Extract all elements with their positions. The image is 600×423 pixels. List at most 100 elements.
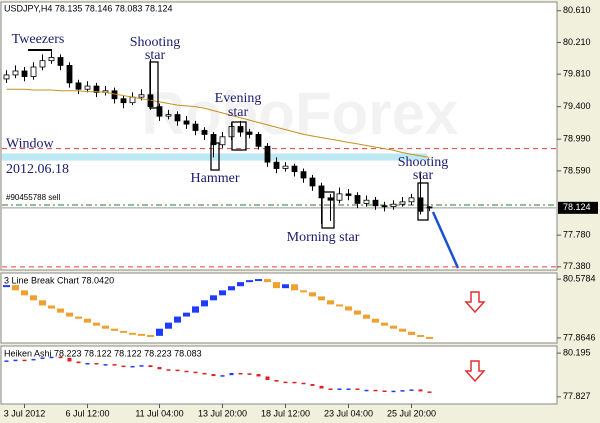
brick bbox=[165, 322, 172, 329]
ha-bar bbox=[148, 365, 153, 368]
annotation: Hammer bbox=[191, 171, 240, 186]
y-tick-label: 77.827 bbox=[563, 391, 591, 401]
candle-body bbox=[291, 165, 298, 173]
brick bbox=[84, 318, 91, 323]
ha-bar bbox=[31, 358, 36, 361]
candle-body bbox=[66, 65, 73, 84]
heikenashi-panel bbox=[0, 345, 558, 405]
candle-body bbox=[138, 94, 145, 98]
candle-body bbox=[129, 96, 136, 104]
candle-body bbox=[12, 70, 19, 76]
ha-bar bbox=[157, 367, 162, 370]
candle-body bbox=[345, 193, 352, 196]
brick bbox=[300, 290, 307, 293]
brick bbox=[21, 290, 28, 296]
candle-body bbox=[264, 145, 271, 163]
main-panel bbox=[0, 1, 558, 271]
window-label: Window bbox=[6, 137, 55, 152]
brick bbox=[201, 300, 208, 307]
candle-body bbox=[48, 57, 55, 62]
brick bbox=[372, 318, 379, 323]
ha-bar bbox=[373, 389, 378, 392]
candle-body bbox=[201, 130, 208, 135]
ha-bar bbox=[427, 391, 432, 393]
candle-body bbox=[408, 197, 415, 203]
brick bbox=[327, 300, 334, 305]
brick bbox=[354, 310, 361, 315]
y-tick-label: 77.380 bbox=[563, 261, 591, 271]
ha-bar bbox=[292, 381, 297, 384]
forecast-arrow bbox=[431, 211, 460, 269]
panel-title: 3 Line Break Chart 78.0420 bbox=[4, 275, 114, 285]
candle-body bbox=[390, 203, 397, 207]
ha-bar bbox=[283, 381, 288, 384]
ha-bar bbox=[400, 390, 405, 392]
window-date: 2012.06.18 bbox=[6, 162, 69, 177]
ha-bar bbox=[67, 357, 72, 362]
brick bbox=[408, 331, 415, 335]
brick bbox=[282, 284, 289, 289]
brick bbox=[156, 328, 163, 336]
y-tick-label: 78.990 bbox=[563, 134, 591, 144]
x-tick-label: 18 Jul 12:00 bbox=[261, 408, 310, 418]
brick bbox=[66, 312, 73, 317]
candle-body bbox=[399, 201, 406, 205]
ha-bar bbox=[364, 389, 369, 392]
candle-body bbox=[354, 195, 361, 204]
brick bbox=[426, 336, 433, 339]
watermark: RoboForex bbox=[142, 80, 459, 147]
price-tag-label: 78.124 bbox=[563, 202, 591, 212]
brick bbox=[273, 282, 280, 289]
ha-bar bbox=[40, 357, 45, 359]
candle-body bbox=[30, 66, 37, 77]
brick bbox=[48, 305, 55, 309]
ha-bar bbox=[391, 390, 396, 393]
y-tick-label: 77.8646 bbox=[563, 332, 596, 342]
candle-body bbox=[246, 131, 253, 135]
brick bbox=[111, 328, 118, 331]
ha-bar bbox=[94, 362, 99, 365]
brick bbox=[309, 292, 316, 297]
candle-body bbox=[183, 120, 190, 125]
annotation: Morning star bbox=[287, 230, 360, 245]
ha-bar bbox=[409, 389, 414, 391]
ha-bar bbox=[130, 365, 135, 368]
chart-title: USDJPY,H4 78.135 78.146 78.083 78.124 bbox=[4, 3, 172, 13]
ha-bar bbox=[166, 369, 171, 371]
ha-bar bbox=[247, 373, 252, 375]
annotation: star bbox=[228, 105, 249, 120]
brick bbox=[129, 332, 136, 335]
ha-bar bbox=[193, 371, 198, 374]
candle-body bbox=[165, 114, 172, 117]
brick bbox=[363, 314, 370, 319]
candle-body bbox=[84, 85, 91, 90]
candle-body bbox=[381, 205, 388, 208]
annotation: star bbox=[413, 168, 434, 183]
annotation: Evening bbox=[215, 91, 262, 106]
ha-bar bbox=[238, 372, 243, 375]
candle-body bbox=[372, 199, 379, 207]
brick bbox=[417, 334, 424, 337]
ha-bar bbox=[112, 364, 117, 366]
ha-bar bbox=[211, 374, 216, 377]
ha-bar bbox=[382, 390, 387, 393]
candle-body bbox=[219, 136, 226, 146]
ha-bar bbox=[121, 365, 126, 368]
annotation: Tweezers bbox=[12, 32, 65, 47]
brick bbox=[228, 286, 235, 291]
ha-bar bbox=[13, 359, 18, 362]
ha-bar bbox=[418, 389, 423, 392]
candle-body bbox=[300, 171, 307, 179]
y-tick-label: 79.810 bbox=[563, 69, 591, 79]
x-tick-label: 3 Jul 2012 bbox=[4, 408, 46, 418]
y-tick-label: 77.780 bbox=[563, 229, 591, 239]
ha-bar bbox=[103, 364, 108, 366]
brick bbox=[39, 300, 46, 306]
y-tick-label: 80.210 bbox=[563, 37, 591, 47]
ha-bar bbox=[355, 388, 360, 390]
candle-body bbox=[417, 197, 424, 212]
candle-body bbox=[426, 206, 433, 209]
ha-bar bbox=[220, 375, 225, 377]
brick bbox=[255, 279, 262, 282]
